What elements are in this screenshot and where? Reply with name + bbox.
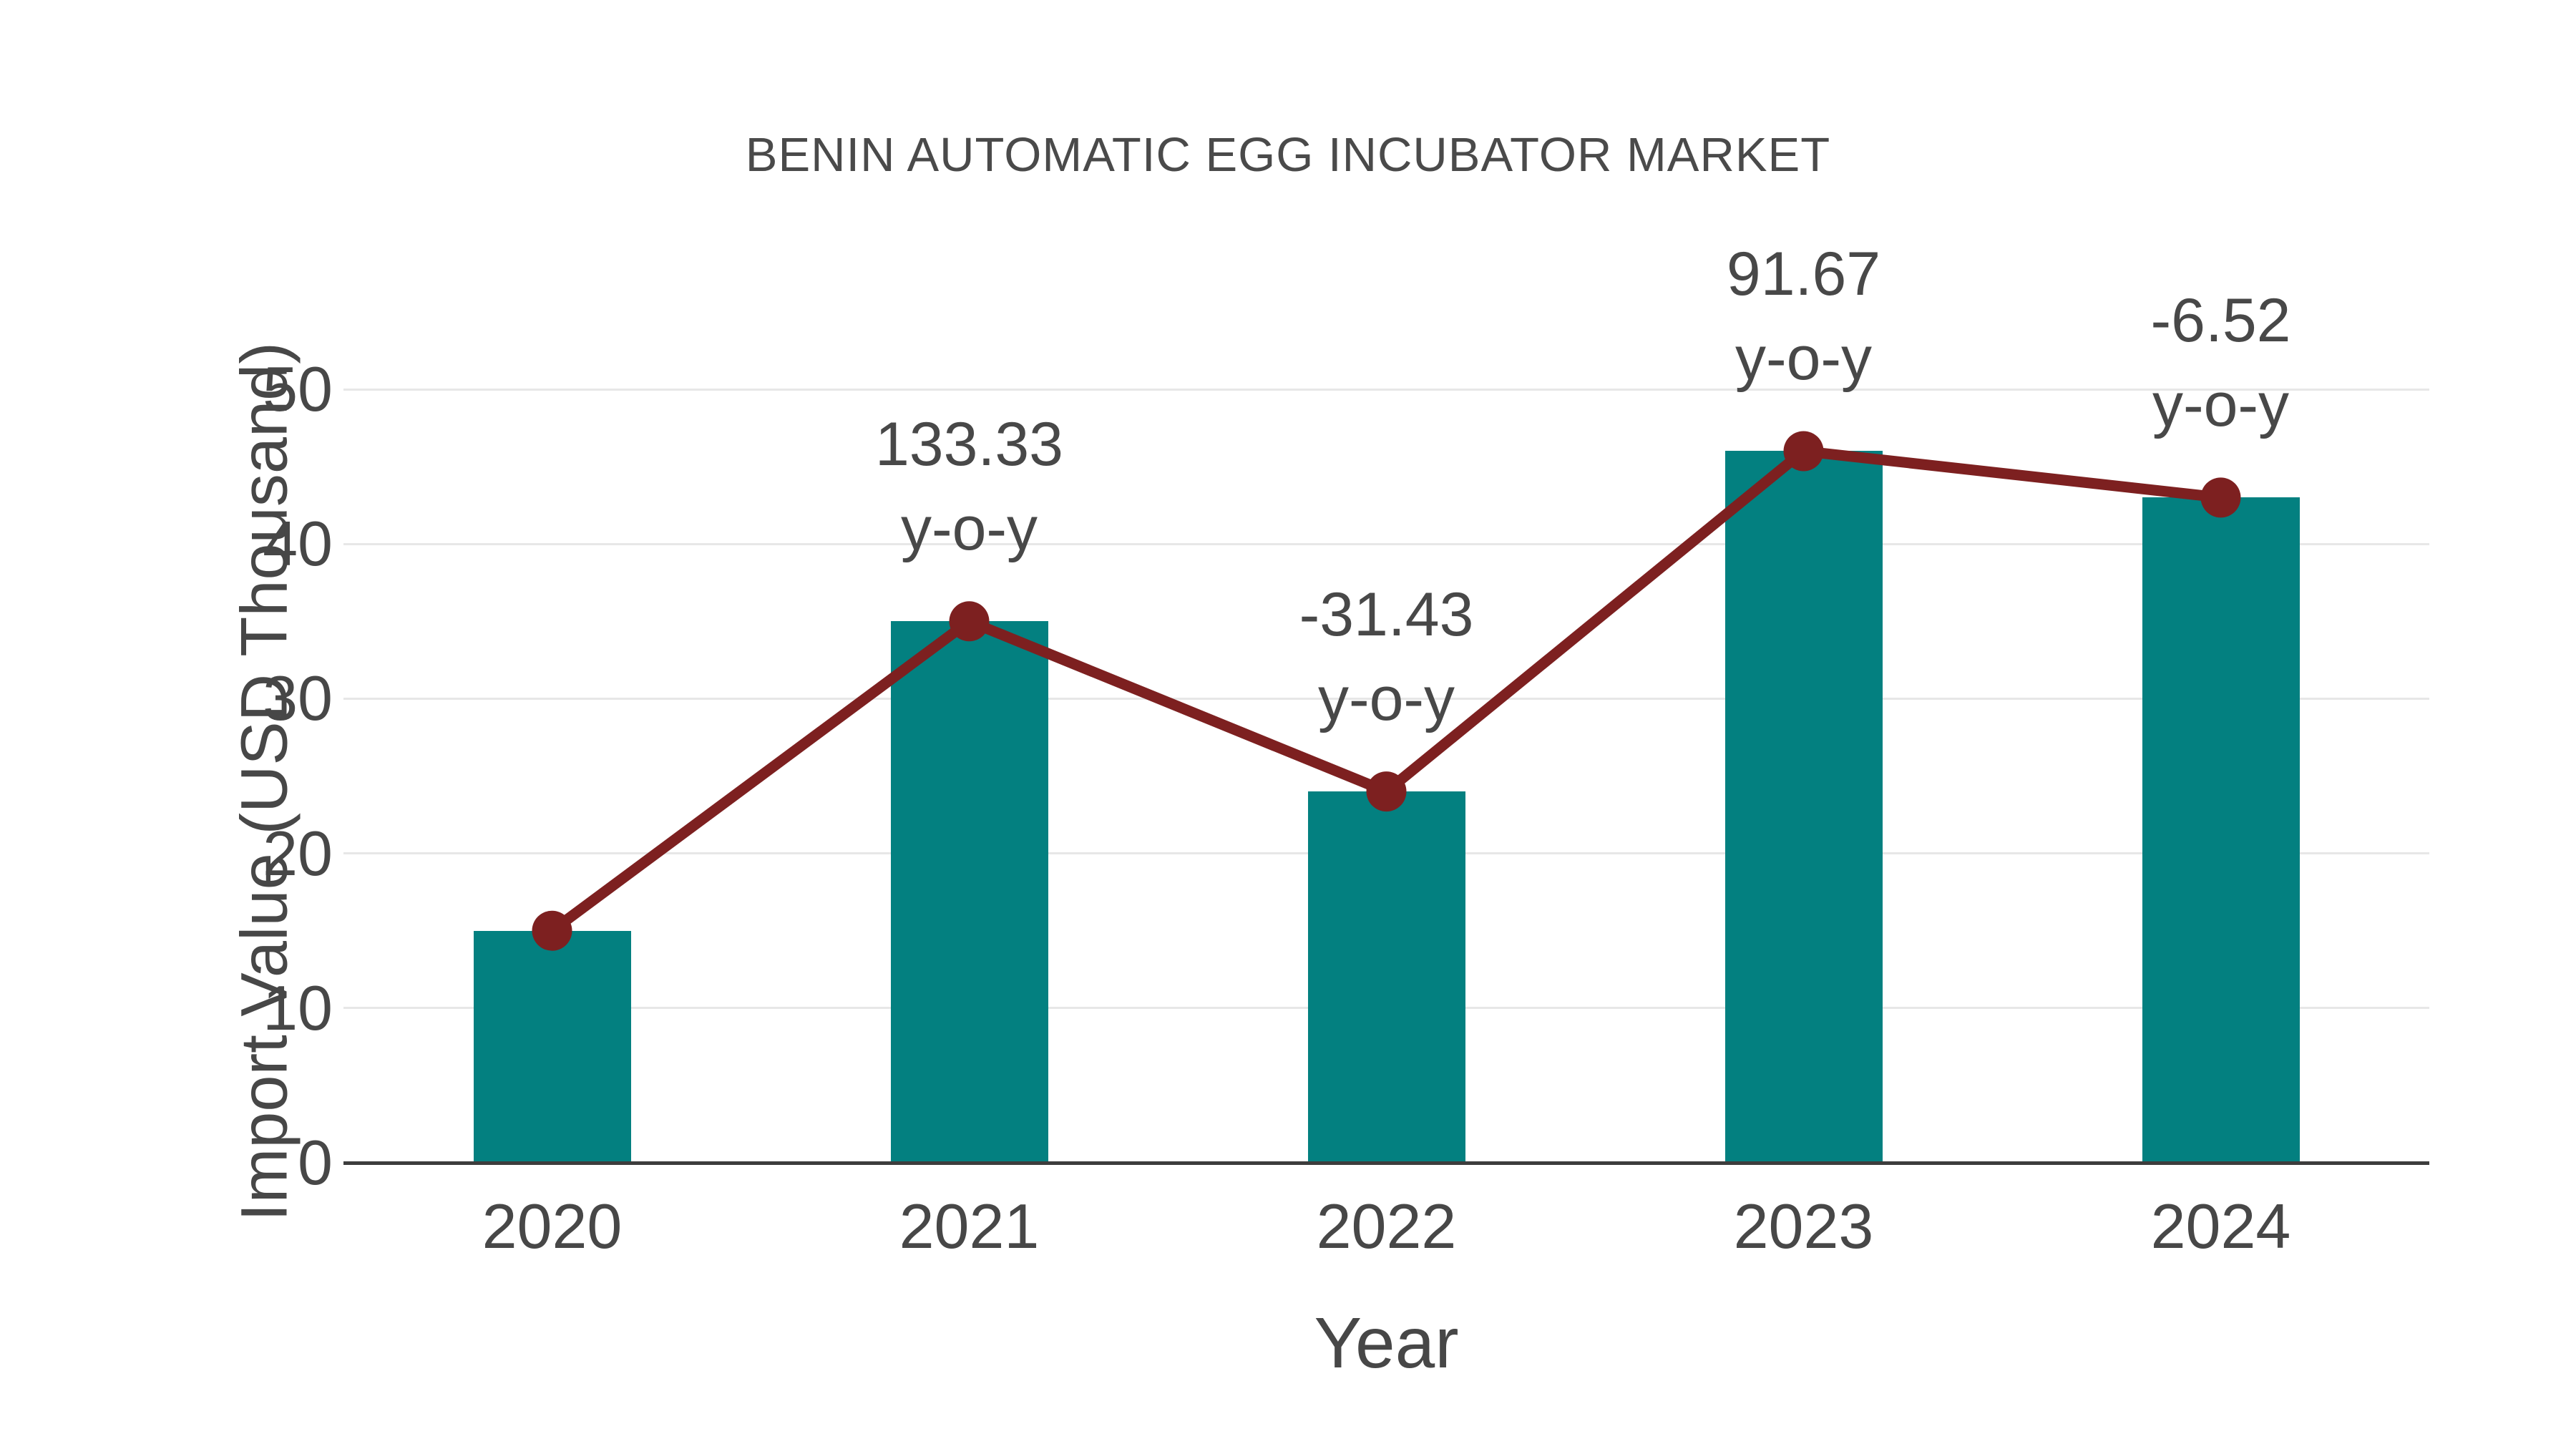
annotation-2024: -6.52 y-o-y xyxy=(2006,278,2436,447)
gridline-40 xyxy=(343,542,2429,545)
annotation-value: -31.43 xyxy=(1299,580,1474,650)
yoy-marker-2020 xyxy=(532,910,572,951)
bar-2024 xyxy=(2142,497,2300,1163)
bar-2020 xyxy=(473,930,631,1163)
bar-2021 xyxy=(890,621,1048,1163)
yoy-marker-2024 xyxy=(2200,477,2241,518)
y-tick-40: 40 xyxy=(263,508,333,580)
y-tick-10: 10 xyxy=(263,972,333,1043)
x-axis-title: Year xyxy=(1314,1303,1459,1383)
annotation-suffix: y-o-y xyxy=(2152,371,2290,440)
chart-title: BENIN AUTOMATIC EGG INCUBATOR MARKET xyxy=(745,128,1831,182)
yoy-marker-2022 xyxy=(1366,771,1407,812)
yoy-marker-2021 xyxy=(949,601,990,642)
x-tick-2022: 2022 xyxy=(1316,1191,1457,1262)
annotation-suffix: y-o-y xyxy=(1735,324,1873,394)
gridline-30 xyxy=(343,697,2429,700)
annotation-2022: -31.43 y-o-y xyxy=(1172,572,1601,741)
y-tick-0: 0 xyxy=(298,1127,333,1198)
annotation-2023: 91.67 y-o-y xyxy=(1589,232,2019,401)
annotation-value: -6.52 xyxy=(2150,286,2291,356)
annotation-value: 133.33 xyxy=(874,410,1064,479)
annotation-suffix: y-o-y xyxy=(1317,665,1455,734)
x-axis-line xyxy=(343,1161,2429,1165)
y-tick-30: 30 xyxy=(263,663,333,734)
x-tick-2023: 2023 xyxy=(1733,1191,1874,1262)
annotation-suffix: y-o-y xyxy=(900,494,1038,564)
gridline-50 xyxy=(343,388,2429,391)
yoy-marker-2023 xyxy=(1783,431,1824,472)
x-tick-2024: 2024 xyxy=(2150,1191,2291,1262)
annotation-2021: 133.33 y-o-y xyxy=(755,402,1184,571)
annotation-value: 91.67 xyxy=(1726,240,1881,309)
bar-2022 xyxy=(1307,791,1465,1163)
y-tick-20: 20 xyxy=(263,817,333,889)
x-tick-2021: 2021 xyxy=(899,1191,1040,1262)
y-tick-50: 50 xyxy=(263,353,333,424)
x-tick-2020: 2020 xyxy=(482,1191,623,1262)
bar-2023 xyxy=(1724,451,1883,1163)
